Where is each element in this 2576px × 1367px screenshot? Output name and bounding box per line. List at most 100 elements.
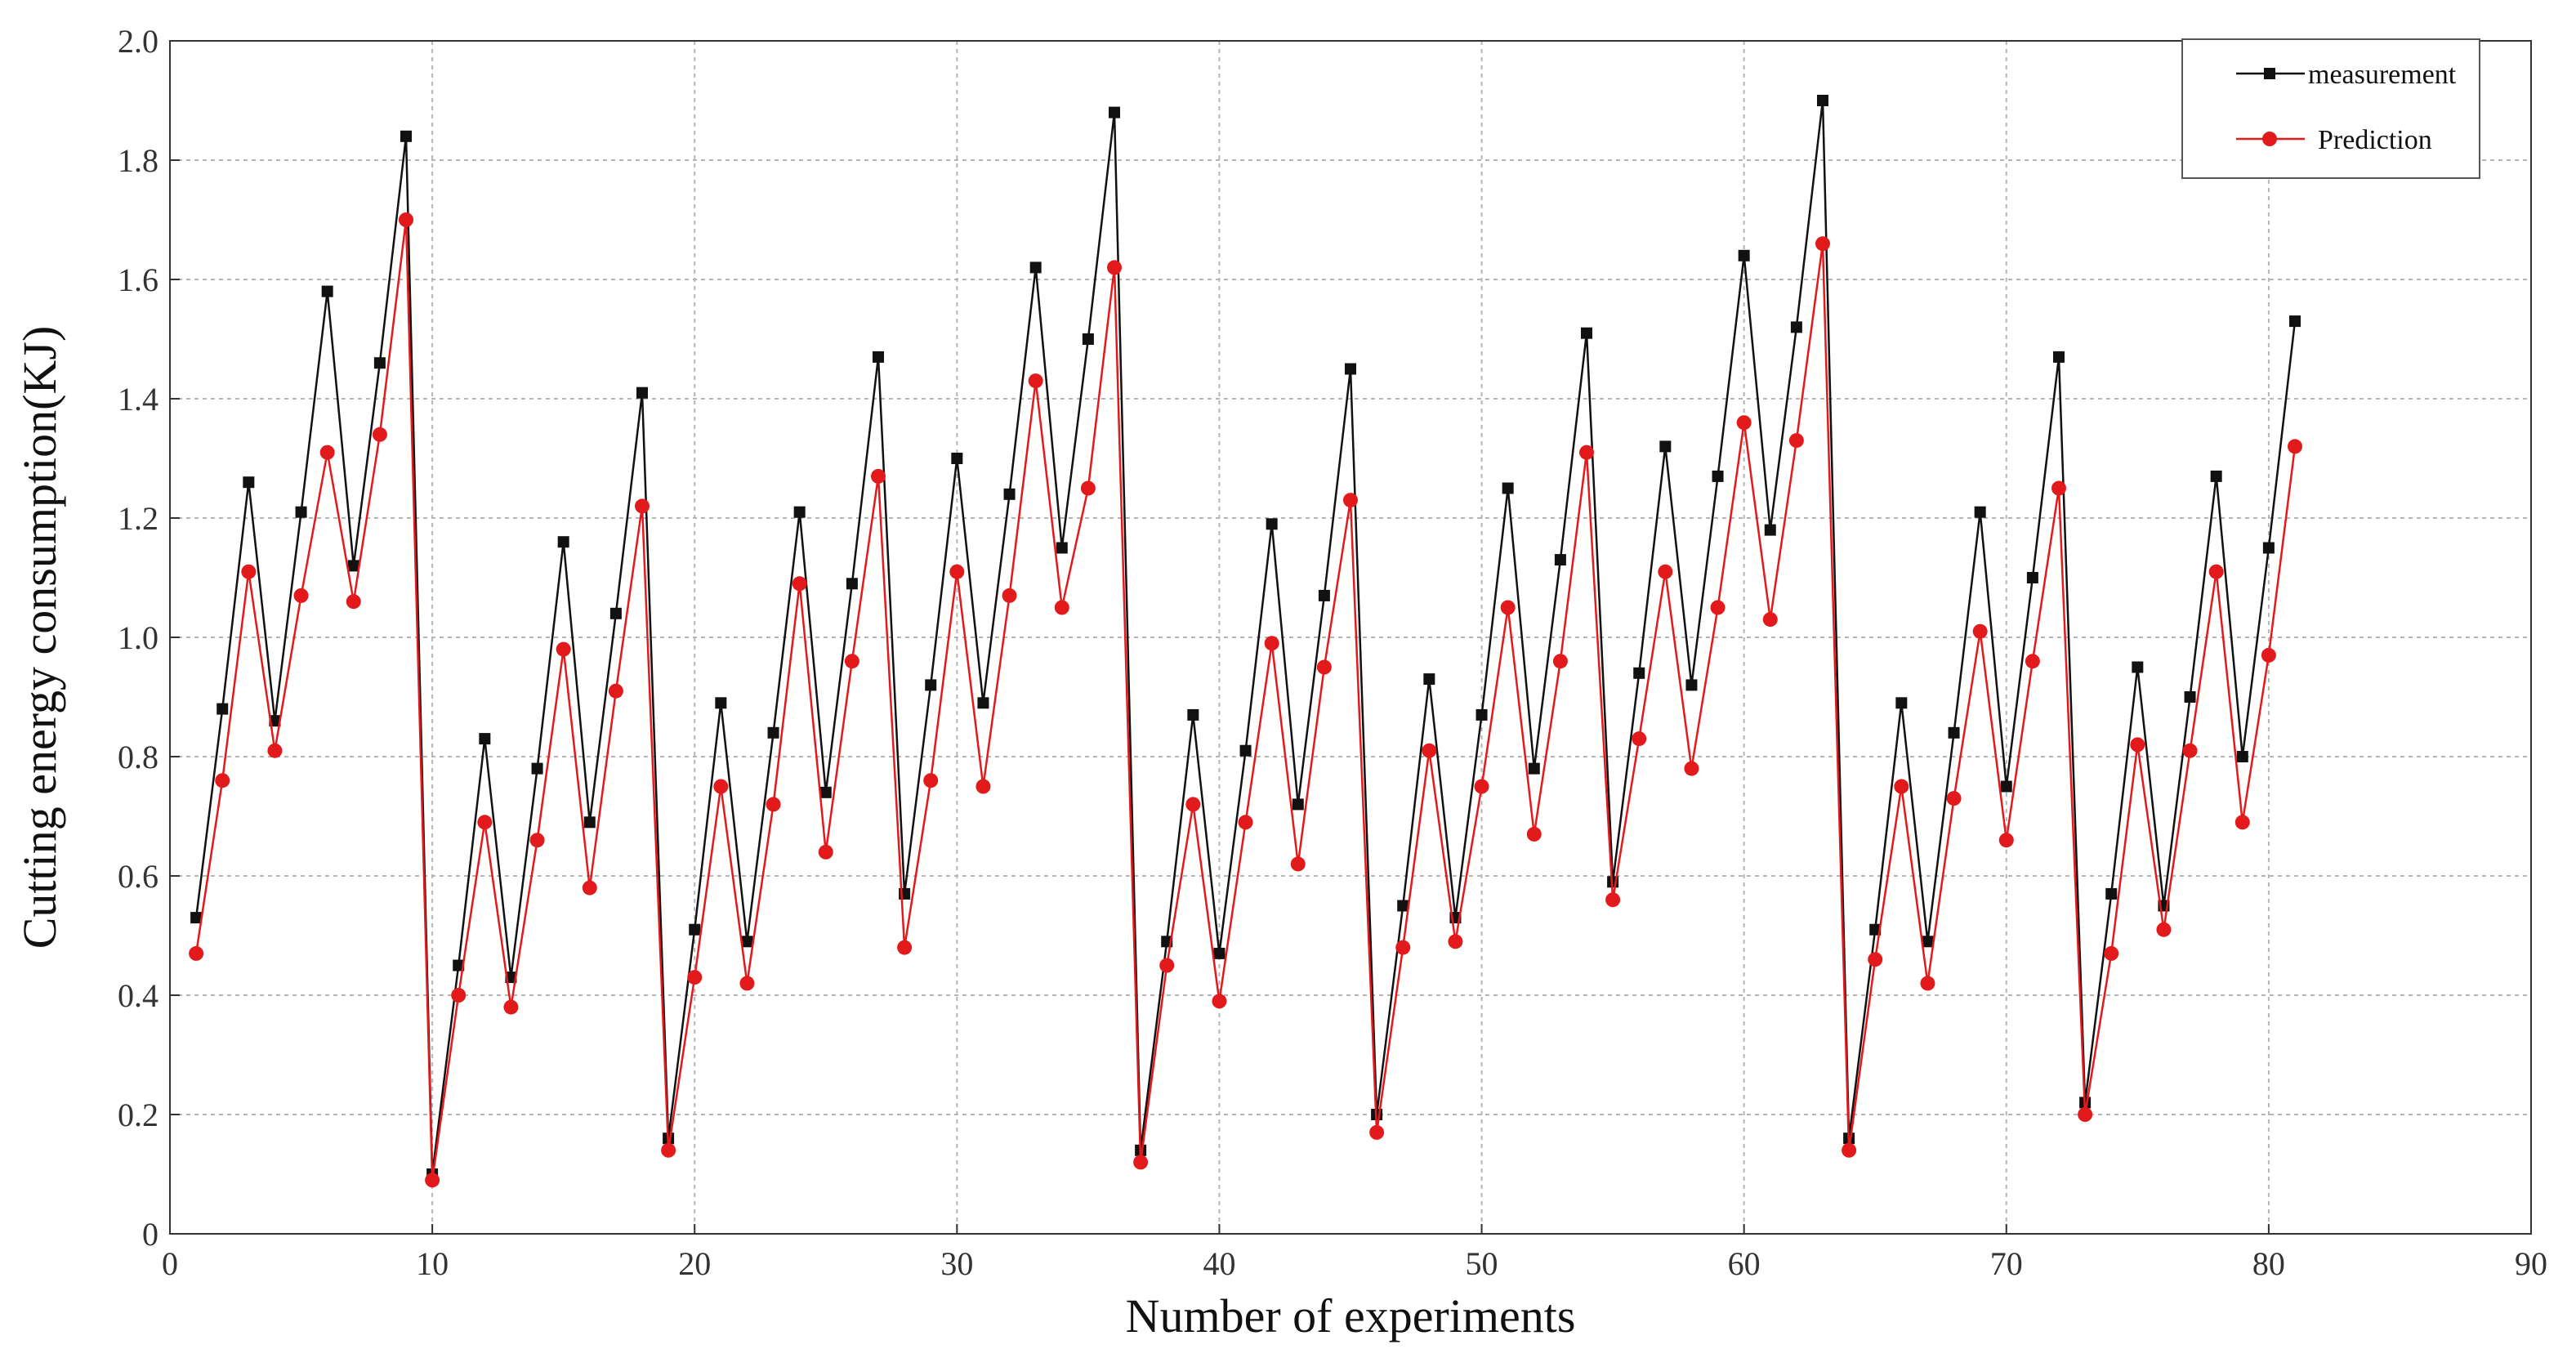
data-point-prediction (1238, 815, 1253, 830)
data-point-prediction (2130, 737, 2145, 753)
data-point-prediction (346, 594, 361, 610)
data-point-prediction (1474, 779, 1489, 794)
y-tick-label: 1.6 (118, 261, 158, 298)
data-point-measurement (1685, 679, 1698, 691)
x-tick-label: 90 (2515, 1245, 2547, 1282)
data-point-measurement (1790, 321, 1802, 333)
x-tick-label: 80 (2252, 1245, 2285, 1282)
data-point-prediction (2261, 647, 2276, 663)
data-point-measurement (217, 703, 229, 715)
data-point-measurement (689, 923, 701, 936)
data-point-measurement (321, 285, 333, 297)
x-axis-title: Number of experiments (1126, 1289, 1576, 1342)
data-point-measurement (583, 816, 596, 829)
data-point-prediction (713, 779, 729, 794)
data-point-prediction (477, 815, 493, 830)
data-point-measurement (531, 762, 543, 775)
data-point-prediction (399, 212, 413, 227)
data-point-prediction (1395, 940, 1411, 955)
data-point-prediction (739, 976, 755, 991)
data-point-measurement (400, 130, 412, 142)
data-point-measurement (1292, 798, 1304, 811)
data-point-prediction (1710, 600, 1726, 615)
data-point-prediction (635, 498, 650, 514)
data-point-prediction (425, 1173, 440, 1188)
data-point-prediction (1107, 260, 1122, 275)
data-point-prediction (2104, 945, 2119, 961)
x-tick-label: 10 (416, 1245, 449, 1282)
data-point-measurement (1397, 900, 1409, 912)
data-point-prediction (372, 427, 387, 442)
data-point-measurement (925, 679, 937, 691)
data-point-measurement (1003, 488, 1016, 500)
data-point-measurement (2000, 780, 2012, 793)
data-point-measurement (2262, 542, 2275, 554)
data-point-measurement (1318, 589, 1330, 601)
data-point-prediction (949, 564, 965, 579)
data-point-measurement (2184, 691, 2196, 703)
data-point-prediction (2208, 564, 2224, 579)
data-point-measurement (269, 715, 281, 727)
data-point-prediction (766, 797, 781, 812)
data-point-measurement (1109, 106, 1120, 118)
y-tick-label: 0.6 (118, 858, 158, 895)
data-point-prediction (1028, 373, 1043, 389)
data-point-prediction (2288, 439, 2302, 454)
y-tick-label: 1.4 (118, 381, 158, 418)
y-tick-label: 1.0 (118, 619, 158, 656)
data-point-measurement (1948, 726, 1960, 739)
data-point-prediction (844, 654, 859, 669)
data-point-prediction (1684, 761, 1699, 776)
data-point-prediction (1212, 994, 1227, 1009)
data-point-prediction (1500, 600, 1516, 615)
legend: measurement Prediction (2181, 38, 2480, 179)
y-tick-label: 2.0 (118, 23, 158, 60)
data-point-prediction (1552, 654, 1568, 669)
data-point-prediction (1579, 444, 1594, 460)
data-point-prediction (2234, 815, 2250, 830)
data-point-measurement (1712, 470, 1724, 482)
data-point-measurement (1528, 762, 1540, 775)
series-prediction (189, 212, 2302, 1188)
data-point-measurement (373, 357, 386, 369)
data-point-measurement (2236, 751, 2248, 762)
data-point-measurement (1213, 947, 1225, 959)
data-point-prediction (1736, 415, 1752, 431)
legend-label-prediction: Prediction (2318, 125, 2432, 155)
data-point-measurement (609, 607, 622, 619)
data-point-measurement (1764, 524, 1776, 536)
data-point-prediction (1133, 1155, 1149, 1170)
data-point-measurement (295, 506, 307, 518)
y-tick-label: 0 (142, 1216, 158, 1253)
legend-marker-measurement (2264, 68, 2275, 79)
data-point-measurement (557, 536, 569, 548)
data-point-prediction (1369, 1124, 1385, 1140)
data-point-prediction (267, 743, 283, 758)
data-point-prediction (529, 833, 545, 848)
data-point-prediction (871, 468, 886, 484)
data-point-prediction (1842, 1142, 1857, 1158)
data-point-prediction (2156, 922, 2172, 937)
data-point-measurement (2289, 315, 2301, 328)
data-point-prediction (189, 945, 204, 961)
data-point-prediction (923, 773, 939, 788)
data-point-measurement (715, 697, 727, 709)
data-point-prediction (1762, 612, 1778, 628)
x-tick-label: 30 (940, 1245, 973, 1282)
data-point-measurement (1974, 506, 1986, 518)
y-axis-title: Cutting energy consumption(KJ) (13, 326, 66, 949)
data-point-prediction (1658, 564, 1673, 579)
data-point-measurement (1476, 708, 1488, 721)
grid-lines (170, 41, 2531, 1234)
x-tick-label: 20 (678, 1245, 711, 1282)
data-point-measurement (1082, 333, 1094, 345)
data-point-measurement (2132, 661, 2144, 673)
data-point-prediction (1422, 743, 1437, 758)
data-point-measurement (2026, 572, 2038, 583)
data-point-measurement (1869, 923, 1882, 936)
data-point-measurement (1266, 518, 1278, 530)
data-point-prediction (1343, 493, 1358, 508)
data-point-prediction (293, 587, 309, 603)
data-point-measurement (2210, 470, 2222, 482)
data-point-prediction (319, 444, 335, 460)
